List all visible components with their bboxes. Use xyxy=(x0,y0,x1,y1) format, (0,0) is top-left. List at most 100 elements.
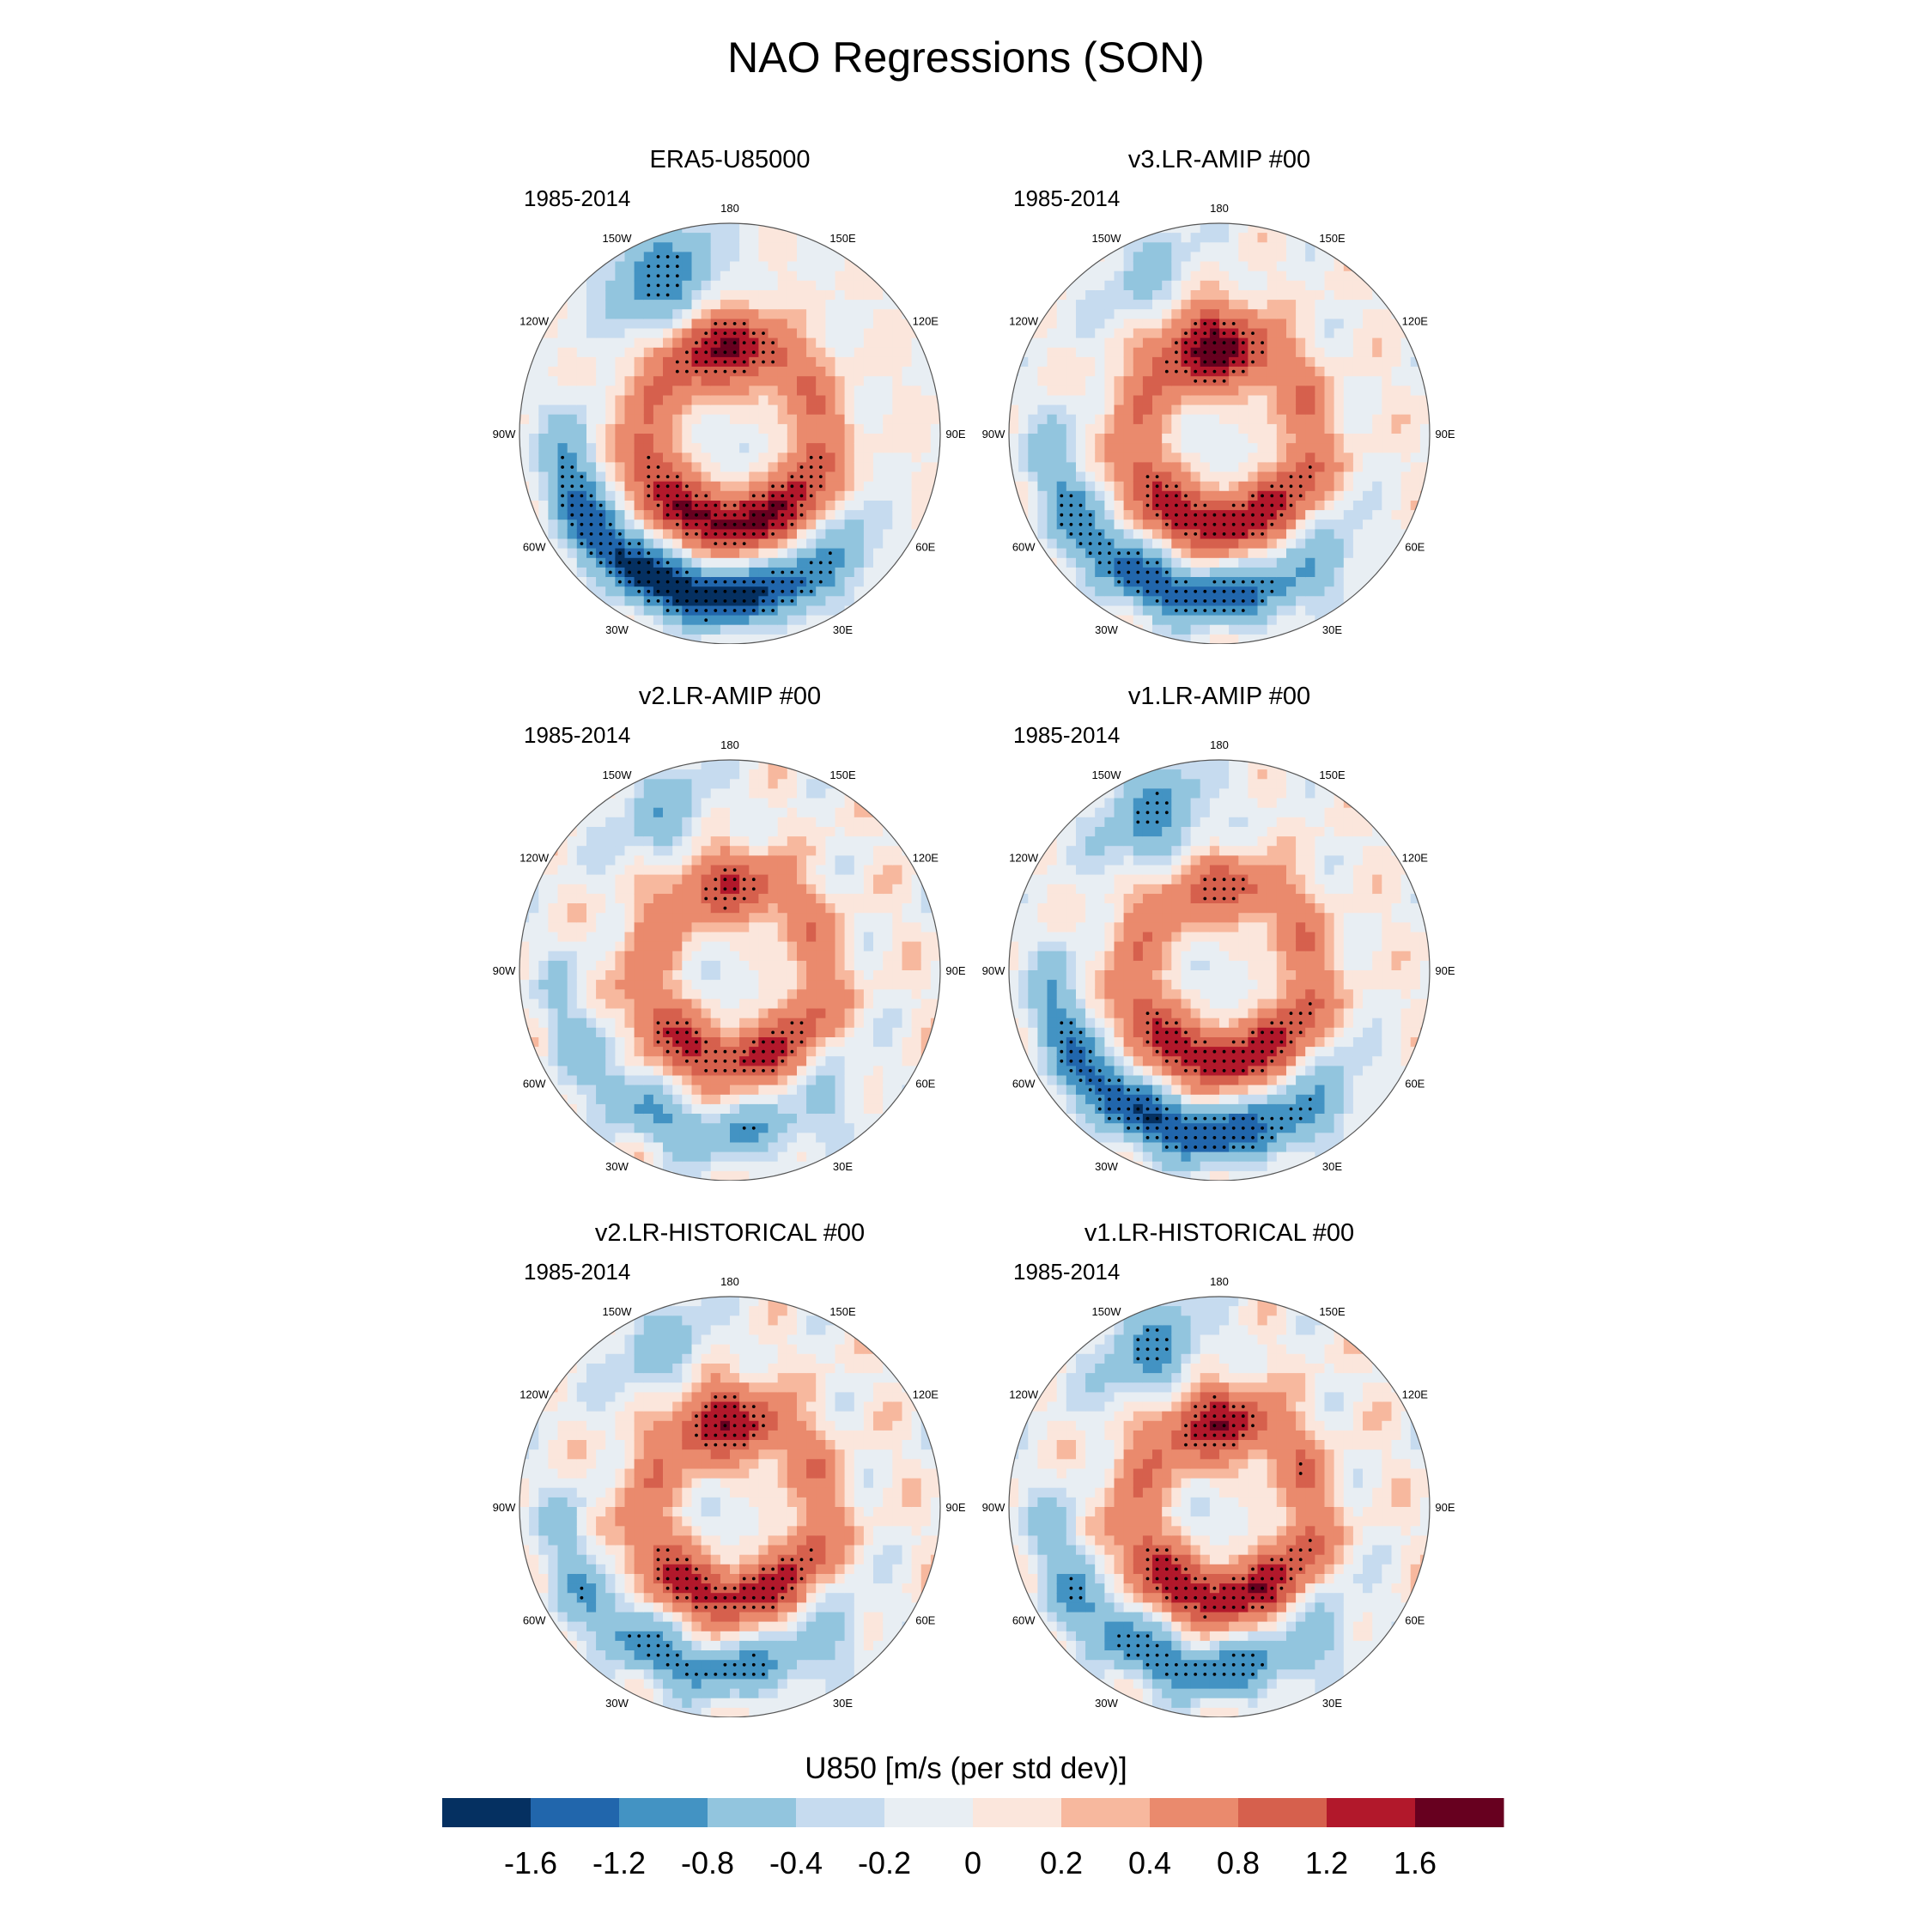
heatmap-cell xyxy=(548,1056,559,1066)
heatmap-cell xyxy=(576,865,587,876)
heatmap-cell xyxy=(758,481,769,492)
heatmap-cell xyxy=(749,404,759,416)
heatmap-cell xyxy=(1400,501,1412,511)
heatmap-cell xyxy=(634,999,645,1010)
heatmap-cell xyxy=(519,951,530,962)
heatmap-cell xyxy=(758,615,769,626)
heatmap-cell xyxy=(768,1084,779,1096)
heatmap-cell xyxy=(1209,252,1220,263)
heatmap-cell xyxy=(605,865,616,876)
heatmap-cell xyxy=(691,557,702,568)
heatmap-cell xyxy=(596,490,606,501)
significance-dot xyxy=(1270,522,1274,526)
heatmap-cell xyxy=(1181,615,1192,626)
heatmap-cell xyxy=(768,1151,779,1163)
significance-dot xyxy=(1060,494,1064,498)
heatmap-cell xyxy=(576,1018,587,1029)
heatmap-cell xyxy=(739,798,750,809)
heatmap-cell xyxy=(615,376,626,386)
heatmap-cell xyxy=(730,548,740,559)
heatmap-cell xyxy=(1085,586,1096,597)
heatmap-cell xyxy=(653,941,664,952)
heatmap-cell xyxy=(1324,529,1335,540)
heatmap-cell xyxy=(1162,395,1172,406)
heatmap-cell xyxy=(1343,414,1354,425)
heatmap-cell xyxy=(1382,443,1392,453)
heatmap-cell xyxy=(643,1056,654,1066)
heatmap-cell xyxy=(1315,252,1326,263)
heatmap-cell xyxy=(615,423,626,434)
heatmap-cell xyxy=(720,980,731,990)
heatmap-cell xyxy=(710,453,721,463)
significance-dot xyxy=(790,475,794,478)
heatmap-cell xyxy=(1400,337,1412,349)
heatmap-cell xyxy=(758,471,769,483)
significance-dot xyxy=(665,513,670,517)
heatmap-cell xyxy=(538,874,549,885)
heatmap-cell xyxy=(643,827,654,837)
heatmap-cell xyxy=(1343,490,1354,501)
heatmap-cell xyxy=(529,903,539,914)
heatmap-cell xyxy=(691,817,702,828)
heatmap-cell xyxy=(529,481,539,492)
heatmap-cell xyxy=(557,1008,568,1019)
heatmap-cell xyxy=(596,462,606,473)
heatmap-cell xyxy=(797,922,807,933)
heatmap-cell xyxy=(835,434,846,444)
heatmap-cell xyxy=(730,624,740,635)
heatmap-cell xyxy=(701,261,712,272)
significance-dot xyxy=(714,322,718,325)
heatmap-cell xyxy=(1104,404,1115,416)
heatmap-cell xyxy=(1248,367,1259,377)
heatmap-cell xyxy=(777,1123,788,1133)
heatmap-cell xyxy=(1296,270,1306,282)
heatmap-cell xyxy=(1400,414,1412,425)
heatmap-cell xyxy=(739,414,750,425)
heatmap-cell xyxy=(672,443,683,453)
heatmap-cell xyxy=(615,501,626,511)
heatmap-cell xyxy=(586,922,597,933)
heatmap-cell xyxy=(1047,347,1058,358)
heatmap-cell xyxy=(596,846,606,856)
heatmap-cell xyxy=(586,280,597,291)
heatmap-cell xyxy=(844,567,855,578)
significance-dot xyxy=(809,589,813,593)
heatmap-cell xyxy=(586,356,597,368)
heatmap-cells xyxy=(519,760,940,1181)
heatmap-cell xyxy=(1305,538,1315,550)
heatmap-cell xyxy=(567,434,578,444)
significance-dot xyxy=(1222,599,1226,603)
significance-dot xyxy=(1261,599,1264,603)
heatmap-cell xyxy=(739,1161,750,1172)
heatmap-cell xyxy=(1267,252,1278,263)
heatmap-cell xyxy=(758,1170,769,1181)
heatmap-cell xyxy=(797,779,807,789)
heatmap-cell xyxy=(643,1075,654,1086)
significance-dot xyxy=(704,331,708,335)
heatmap-cell xyxy=(682,615,692,626)
heatmap-cell xyxy=(624,903,635,914)
heatmap-cell xyxy=(1123,538,1134,550)
significance-dot xyxy=(1164,522,1169,526)
heatmap-cell xyxy=(1238,386,1249,396)
heatmap-cell xyxy=(1286,395,1297,406)
heatmap-cell xyxy=(816,529,826,540)
heatmap-cell xyxy=(1114,347,1125,358)
heatmap-cell xyxy=(835,605,846,617)
heatmap-cell xyxy=(1047,414,1058,425)
heatmap-cell xyxy=(1018,423,1029,434)
heatmap-cell xyxy=(873,414,884,425)
heatmap-cell xyxy=(739,788,750,799)
heatmap-cell xyxy=(720,557,731,568)
heatmap-cell xyxy=(835,252,846,263)
heatmap-cell xyxy=(548,443,559,453)
heatmap-cell xyxy=(1209,615,1220,626)
heatmap-cell xyxy=(538,443,549,453)
heatmap-cell xyxy=(710,769,721,780)
heatmap-cell xyxy=(663,414,673,425)
significance-dot xyxy=(695,341,698,345)
heatmap-cell xyxy=(653,538,664,550)
significance-dot xyxy=(1231,589,1236,593)
heatmap-cell xyxy=(797,855,807,866)
heatmap-cell xyxy=(730,443,740,453)
